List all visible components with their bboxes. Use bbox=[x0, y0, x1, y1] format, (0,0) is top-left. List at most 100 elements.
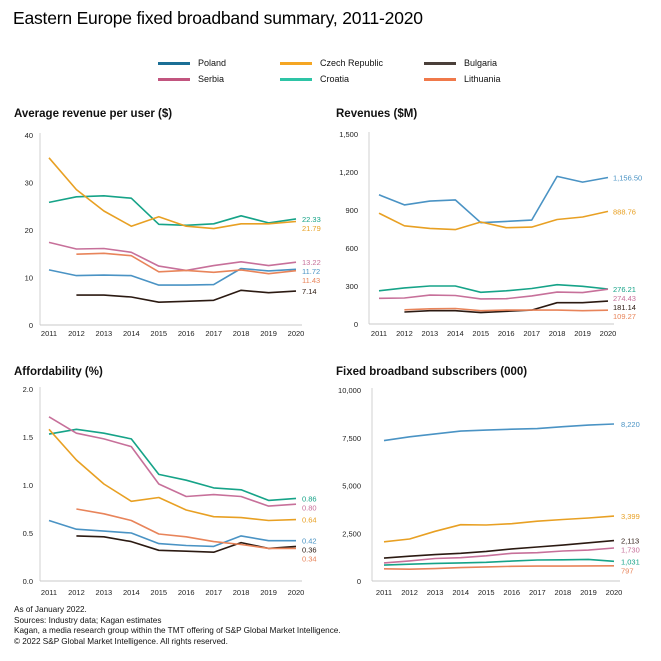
x-tick-label: 2020 bbox=[600, 329, 617, 338]
series-line-poland bbox=[48, 267, 297, 286]
y-tick-label: 0 bbox=[354, 320, 358, 329]
x-tick-label: 2018 bbox=[555, 588, 572, 597]
series-line-czech-republic bbox=[48, 428, 297, 522]
series-line-czech-republic bbox=[378, 210, 609, 231]
x-tick-label: 2013 bbox=[422, 329, 439, 338]
series-line-czech-republic bbox=[48, 157, 297, 230]
y-tick-label: 1,200 bbox=[339, 168, 358, 177]
subscribers-chart: Fixed broadband subscribers (000) 0 2,500… bbox=[336, 366, 640, 597]
legend-label: Czech Republic bbox=[320, 58, 384, 68]
end-label-bulgaria: 181.14 bbox=[613, 303, 636, 312]
x-tick-label: 2013 bbox=[96, 329, 113, 338]
end-label-croatia: 276.21 bbox=[613, 285, 636, 294]
end-label-czech-republic: 888.76 bbox=[613, 207, 636, 216]
y-tick-label: 10,000 bbox=[338, 386, 361, 395]
subscribers-plot: 0 2,500 5,000 7,500 10,000 2011 2012 2013 2014 20… bbox=[338, 386, 640, 597]
arpu-plot: 0 10 20 30 40 2011 2012 2013 2014 2015 2016 2017 201… bbox=[25, 131, 321, 338]
legend-swatch bbox=[424, 77, 456, 81]
series-line-bulgaria bbox=[383, 539, 615, 559]
x-tick-label: 2011 bbox=[41, 329, 57, 338]
y-tick-label: 0 bbox=[357, 577, 361, 586]
end-label-serbia: 1,730 bbox=[621, 546, 640, 555]
y-tick-label: 2.0 bbox=[23, 385, 33, 394]
x-tick-label: 2017 bbox=[523, 329, 540, 338]
end-label-bulgaria: 2,113 bbox=[621, 537, 639, 546]
end-label-poland: 1,156.50 bbox=[613, 174, 642, 183]
legend: Poland Czech Republic Bulgaria Serbia Cr… bbox=[158, 58, 518, 92]
y-tick-label: 30 bbox=[25, 179, 33, 188]
end-label-bulgaria: 7.14 bbox=[302, 287, 317, 296]
y-tick-label: 0.0 bbox=[23, 577, 33, 586]
end-label-poland: 11.72 bbox=[302, 267, 320, 276]
x-tick-label: 2016 bbox=[498, 329, 515, 338]
arpu-chart: Average revenue per user ($) 0 10 20 30 40 20… bbox=[0, 0, 330, 340]
legend-swatch bbox=[158, 61, 190, 65]
series-line-czech-republic bbox=[383, 515, 615, 543]
end-label-poland: 8,220 bbox=[621, 420, 640, 429]
x-tick-label: 2018 bbox=[549, 329, 566, 338]
footer-date: As of January 2022. bbox=[14, 605, 87, 614]
y-tick-label: 1.5 bbox=[23, 433, 33, 442]
x-tick-label: 2016 bbox=[178, 588, 195, 597]
end-label-lithuania: 797 bbox=[621, 566, 634, 575]
legend-item-serbia: Serbia bbox=[158, 74, 224, 84]
x-tick-label: 2014 bbox=[452, 588, 469, 597]
affordability-chart: Affordability (%) 0.0 0.5 1.0 1.5 2.0 2011 201… bbox=[0, 0, 330, 600]
legend-label: Lithuania bbox=[464, 74, 501, 84]
y-tick-label: 1,500 bbox=[339, 130, 358, 139]
revenues-chart-title: Revenues ($M) bbox=[336, 108, 418, 120]
series-line-lithuania bbox=[76, 252, 297, 275]
x-tick-label: 2011 bbox=[376, 588, 392, 597]
affordability-plot: 0.0 0.5 1.0 1.5 2.0 2011 2012 2013 2014 2015 2016 2… bbox=[23, 385, 317, 597]
y-tick-label: 900 bbox=[345, 206, 358, 215]
footer-sources: Sources: Industry data; Kagan estimates bbox=[14, 615, 162, 625]
legend-swatch bbox=[280, 77, 312, 81]
x-tick-label: 2012 bbox=[68, 329, 85, 338]
series-line-bulgaria bbox=[404, 300, 609, 314]
y-tick-label: 1.0 bbox=[23, 481, 33, 490]
end-label-czech-republic: 0.64 bbox=[302, 516, 317, 525]
subscribers-chart-title: Fixed broadband subscribers (000) bbox=[336, 366, 528, 378]
series-line-lithuania bbox=[404, 307, 609, 312]
x-tick-label: 2014 bbox=[123, 588, 140, 597]
series-line-serbia bbox=[48, 241, 297, 272]
legend-label: Serbia bbox=[198, 74, 225, 84]
legend-swatch bbox=[424, 61, 456, 65]
x-tick-label: 2013 bbox=[96, 588, 113, 597]
series-line-serbia bbox=[48, 416, 297, 507]
series-line-serbia bbox=[378, 288, 609, 300]
y-tick-label: 0.5 bbox=[23, 529, 33, 538]
end-label-lithuania: 11.43 bbox=[302, 276, 320, 285]
y-tick-label: 2,500 bbox=[342, 529, 361, 538]
x-tick-label: 2019 bbox=[580, 588, 597, 597]
legend-label: Bulgaria bbox=[464, 58, 498, 68]
y-tick-label: 7,500 bbox=[342, 434, 361, 443]
y-tick-label: 40 bbox=[25, 131, 33, 140]
x-tick-label: 2017 bbox=[529, 588, 546, 597]
x-tick-label: 2019 bbox=[260, 588, 277, 597]
arpu-chart-title: Average revenue per user ($) bbox=[14, 108, 173, 120]
legend-item-lithuania: Lithuania bbox=[424, 74, 501, 84]
x-tick-label: 2019 bbox=[260, 329, 277, 338]
x-tick-label: 2011 bbox=[371, 329, 387, 338]
end-label-croatia: 22.33 bbox=[302, 215, 321, 224]
series-line-poland bbox=[383, 423, 615, 442]
x-tick-label: 2013 bbox=[427, 588, 444, 597]
x-tick-label: 2015 bbox=[478, 588, 495, 597]
end-label-poland: 0.42 bbox=[302, 537, 317, 546]
legend-item-poland: Poland bbox=[158, 58, 226, 68]
y-tick-label: 0 bbox=[29, 321, 33, 330]
end-label-czech-republic: 3,399 bbox=[621, 512, 640, 521]
x-tick-label: 2020 bbox=[288, 329, 305, 338]
x-tick-label: 2015 bbox=[150, 329, 167, 338]
legend-label: Croatia bbox=[320, 74, 350, 84]
series-line-poland bbox=[378, 175, 609, 224]
footer-attribution: Kagan, a media research group within the… bbox=[14, 626, 341, 636]
y-tick-label: 300 bbox=[345, 282, 358, 291]
x-tick-label: 2019 bbox=[574, 329, 591, 338]
x-tick-label: 2012 bbox=[401, 588, 418, 597]
page-title: Eastern Europe fixed broadband summary, … bbox=[13, 8, 423, 28]
y-tick-label: 10 bbox=[25, 274, 33, 283]
x-tick-label: 2011 bbox=[41, 588, 57, 597]
legend-label: Poland bbox=[198, 58, 227, 68]
